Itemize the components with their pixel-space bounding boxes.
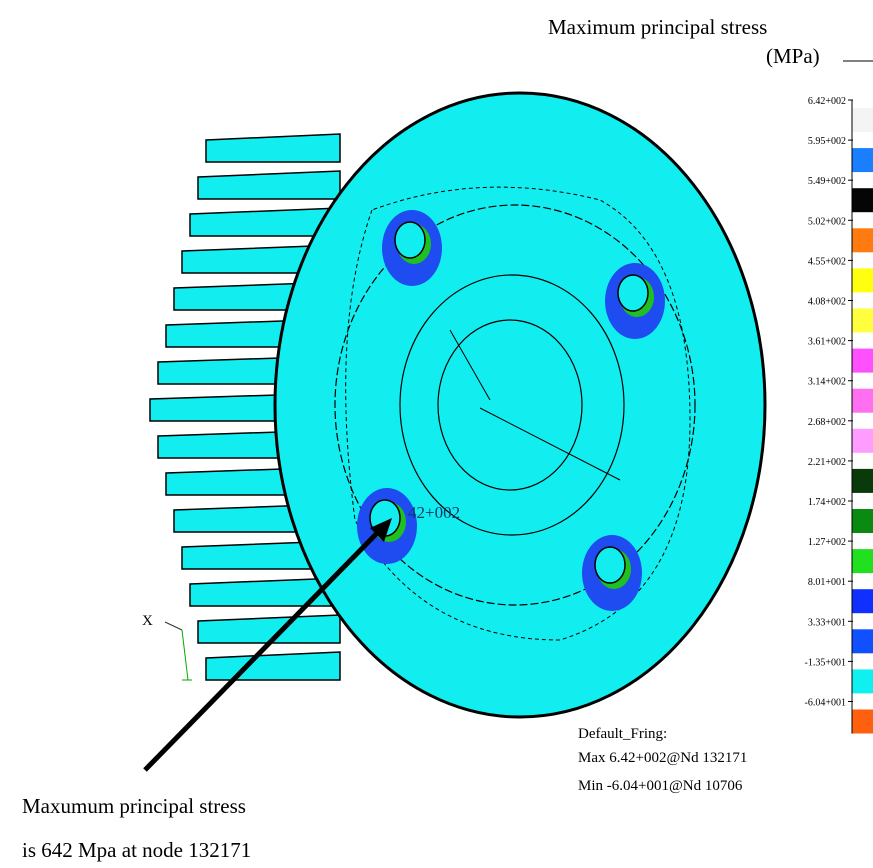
legend-label: 1.27+002 <box>808 537 846 548</box>
legend-label: 6.42+002 <box>808 96 846 107</box>
hole <box>595 547 625 583</box>
legend-swatch <box>852 188 873 212</box>
legend-swatch <box>852 228 873 252</box>
legend-swatch <box>852 469 873 493</box>
hole <box>618 275 648 311</box>
legend-swatch <box>852 429 873 453</box>
legend-unit: (MPa) <box>766 44 820 68</box>
annotation: is 642 Mpa at node 132171 <box>22 838 251 862</box>
hole <box>395 222 425 258</box>
legend: 6.42+002 5.95+002 5.49+002 5.02+002 4.55+002… <box>805 96 873 734</box>
legend-label: 3.14+002 <box>808 377 846 388</box>
legend-swatch <box>852 549 873 573</box>
fin <box>206 134 340 162</box>
stress-figure: 42+002 X Maximum principal stress (MPa) … <box>0 0 873 868</box>
legend-swatch <box>852 108 873 132</box>
annotation: Maxumum principal stress <box>22 794 246 818</box>
legend-swatch <box>852 148 873 172</box>
triad: X <box>142 613 192 680</box>
legend-label: 5.95+002 <box>808 136 846 147</box>
legend-swatch <box>852 268 873 292</box>
legend-swatch <box>852 389 873 413</box>
legend-label: 5.02+002 <box>808 216 846 227</box>
fin <box>198 171 340 199</box>
legend-label: -6.04+001 <box>805 698 846 709</box>
summary-max: Max 6.42+002@Nd 132171 <box>578 750 747 766</box>
axis-label: X <box>142 613 153 629</box>
legend-label: 3.33+001 <box>808 617 846 628</box>
fin <box>206 652 340 680</box>
legend-swatch <box>852 509 873 533</box>
node-label: 42+002 <box>408 503 460 522</box>
summary-min: Min -6.04+001@Nd 10706 <box>578 778 743 794</box>
legend-label: 2.68+002 <box>808 417 846 428</box>
legend-label: -1.35+001 <box>805 657 846 668</box>
legend-label: 4.55+002 <box>808 256 846 267</box>
legend-swatch <box>852 349 873 373</box>
legend-label: 4.08+002 <box>808 297 846 308</box>
legend-swatch <box>852 309 873 333</box>
legend-label: 2.21+002 <box>808 457 846 468</box>
legend-label: 3.61+002 <box>808 337 846 348</box>
legend-swatch <box>852 669 873 693</box>
legend-swatch <box>852 589 873 613</box>
disk <box>275 93 765 717</box>
legend-title: Maximum principal stress <box>548 15 767 39</box>
legend-swatch <box>852 629 873 653</box>
legend-swatch <box>852 710 873 734</box>
legend-label: 8.01+001 <box>808 577 846 588</box>
legend-label: 1.74+002 <box>808 497 846 508</box>
fin <box>198 615 340 643</box>
legend-label: 5.49+002 <box>808 176 846 187</box>
summary-heading: Default_Fring: <box>578 726 667 742</box>
